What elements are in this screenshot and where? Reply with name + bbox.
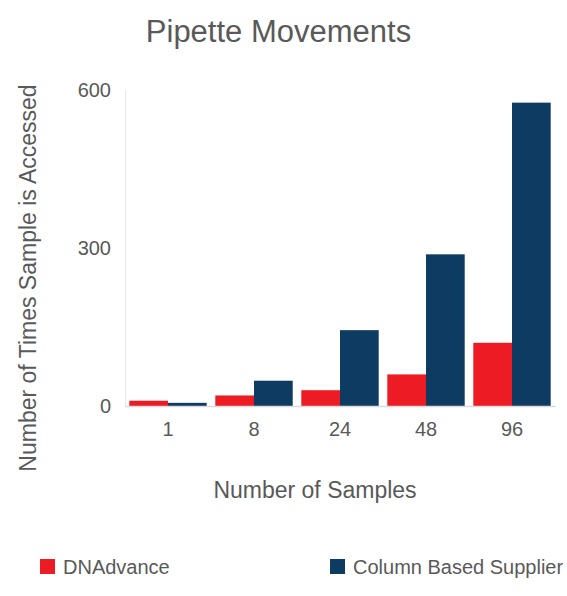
tick: 96 [501, 406, 523, 440]
tick: 24 [329, 406, 351, 440]
y-axis: 0 300 600 [78, 79, 126, 417]
x-axis-line [126, 406, 556, 408]
x-axis: 1 8 24 48 96 [126, 406, 556, 440]
tick-label: 48 [415, 418, 437, 440]
tick-label: 300 [78, 237, 111, 259]
tick: 8 [248, 406, 259, 440]
title: Pipette Movements [146, 14, 411, 49]
y-axis-title: Number of Times Sample is Accessed [15, 84, 41, 471]
tick-label: 24 [329, 418, 351, 440]
legend-swatch [330, 559, 345, 574]
tick-label: 8 [248, 418, 259, 440]
tick-label: 0 [100, 395, 111, 417]
legend-label: DNAdvance [63, 556, 170, 578]
bar [129, 401, 168, 406]
tick: 48 [415, 406, 437, 440]
plot: 0 300 600 1 8 24 48 96 [78, 79, 556, 440]
tick-label: 96 [501, 418, 523, 440]
bar [512, 103, 551, 406]
x-axis-title: Number of Samples [213, 477, 416, 503]
bar [340, 330, 379, 406]
tick: 300 [78, 237, 125, 259]
y-axis-line [125, 91, 126, 407]
bar [301, 390, 340, 406]
bar [215, 395, 254, 406]
legend-item: Column Based Supplier [330, 556, 563, 578]
bars [129, 103, 550, 406]
tick-label: 600 [78, 79, 111, 101]
legend-item: DNAdvance [40, 556, 170, 578]
legend-label: Column Based Supplier [353, 556, 563, 578]
chart: Pipette Movements 0 300 600 1 8 24 48 96 Number o… [0, 0, 567, 596]
tick: 0 [100, 395, 125, 417]
legend-swatch [40, 559, 55, 574]
bar [426, 254, 465, 406]
bar [254, 381, 293, 406]
tick: 600 [78, 79, 125, 101]
series [168, 103, 551, 406]
legend: DNAdvance Column Based Supplier [40, 556, 563, 578]
tick: 1 [162, 406, 173, 440]
bar [473, 343, 512, 406]
tick-label: 1 [162, 418, 173, 440]
bar [387, 374, 426, 406]
bar [168, 403, 207, 406]
